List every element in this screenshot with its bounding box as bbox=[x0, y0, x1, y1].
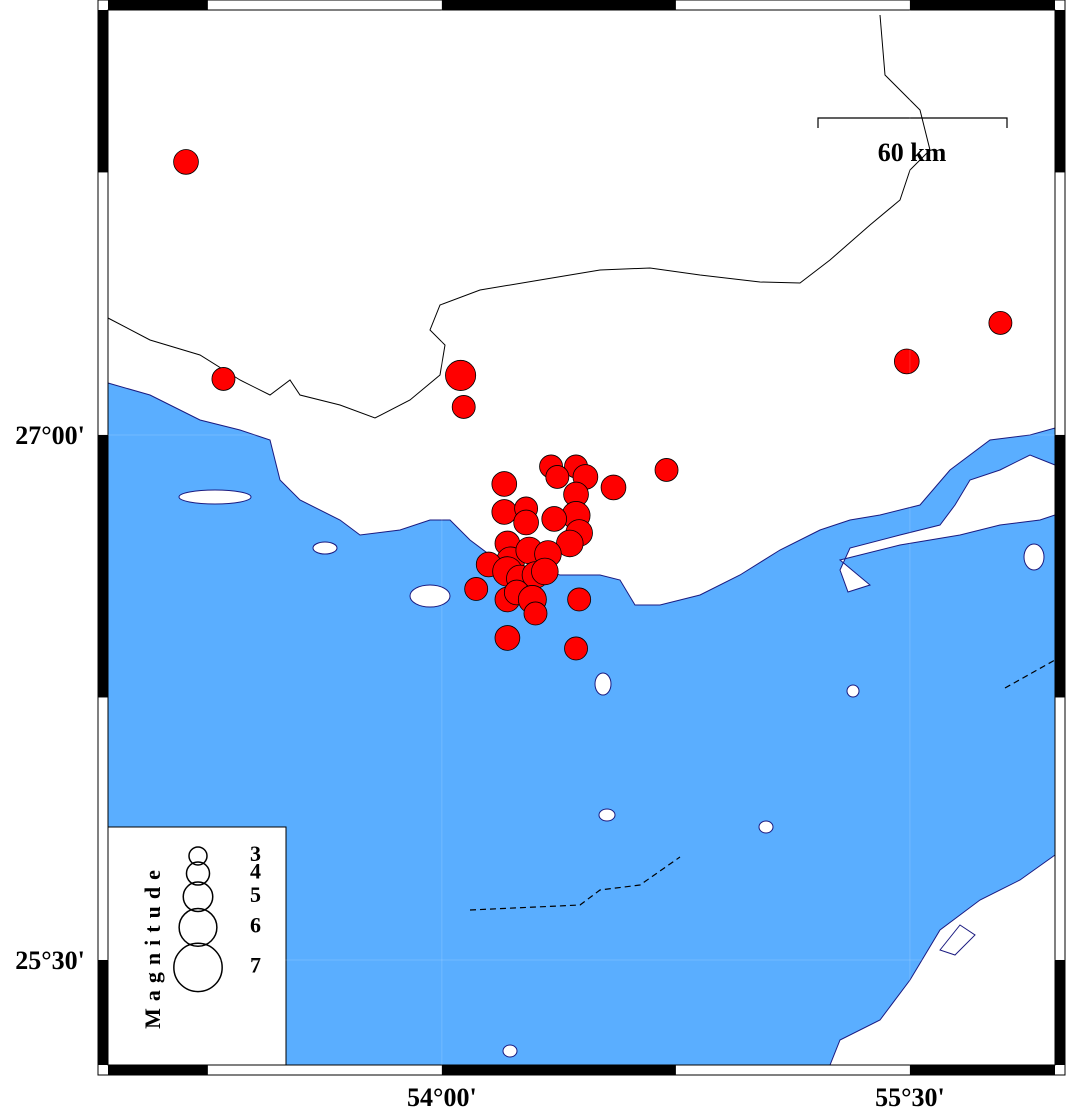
event bbox=[988, 311, 1013, 335]
event bbox=[893, 348, 920, 375]
frame-segment bbox=[108, 0, 208, 10]
frame-segment bbox=[1055, 10, 1065, 173]
event bbox=[523, 601, 548, 626]
frame-segment bbox=[909, 1065, 1055, 1075]
scale-bar: 60 km bbox=[817, 117, 1008, 167]
event bbox=[494, 625, 521, 651]
legend-label: 7 bbox=[250, 952, 261, 977]
event bbox=[600, 474, 627, 501]
event bbox=[654, 458, 679, 482]
event bbox=[545, 465, 570, 489]
sea bbox=[107, 382, 1056, 1066]
frame-segment bbox=[441, 1065, 676, 1075]
legend-symbol bbox=[178, 907, 218, 948]
legend-symbol bbox=[188, 846, 208, 866]
legend: Magnitude 345 6 7 bbox=[107, 826, 287, 1066]
frame-segment bbox=[108, 1065, 208, 1075]
legend-label: 6 bbox=[250, 912, 261, 937]
frame-segment bbox=[1055, 959, 1065, 1065]
frame-segment bbox=[909, 0, 1055, 10]
lon-tick-label: 54°00' bbox=[407, 1083, 477, 1112]
scale-label: 60 km bbox=[878, 138, 947, 167]
border bbox=[107, 14, 931, 419]
frame-segment bbox=[98, 959, 108, 1065]
frame-segment bbox=[98, 434, 108, 698]
lon-tick-label: 55°30' bbox=[875, 1083, 945, 1112]
legend-label: 3 bbox=[250, 841, 261, 866]
frame-segment bbox=[1055, 434, 1065, 698]
event bbox=[564, 636, 588, 661]
legend-label: 5 bbox=[250, 882, 261, 907]
dashed-boundary bbox=[469, 659, 1056, 911]
scale-line bbox=[817, 117, 1008, 128]
event bbox=[567, 587, 592, 612]
event bbox=[464, 577, 489, 601]
legend-symbol bbox=[182, 881, 214, 913]
event bbox=[211, 367, 236, 391]
frame-segment bbox=[98, 10, 108, 173]
event bbox=[445, 359, 477, 391]
islands bbox=[178, 454, 1056, 1058]
legend-symbol bbox=[185, 861, 211, 886]
legend-label: 4 bbox=[250, 859, 261, 884]
events bbox=[173, 149, 1013, 661]
lat-tick-label: 25°30' bbox=[15, 946, 85, 975]
legend-title: Magnitude bbox=[140, 863, 165, 1029]
event bbox=[173, 149, 199, 175]
event bbox=[513, 509, 539, 536]
frame: 54°00' 55°30' 27°00' 25°30' bbox=[15, 0, 1066, 1112]
lat-tick-label: 27°00' bbox=[15, 421, 85, 450]
event bbox=[491, 471, 518, 497]
event bbox=[541, 506, 568, 532]
event bbox=[451, 395, 476, 419]
event bbox=[491, 499, 518, 525]
event bbox=[531, 557, 559, 586]
legend-symbol bbox=[173, 942, 223, 993]
frame-segment bbox=[441, 0, 676, 10]
